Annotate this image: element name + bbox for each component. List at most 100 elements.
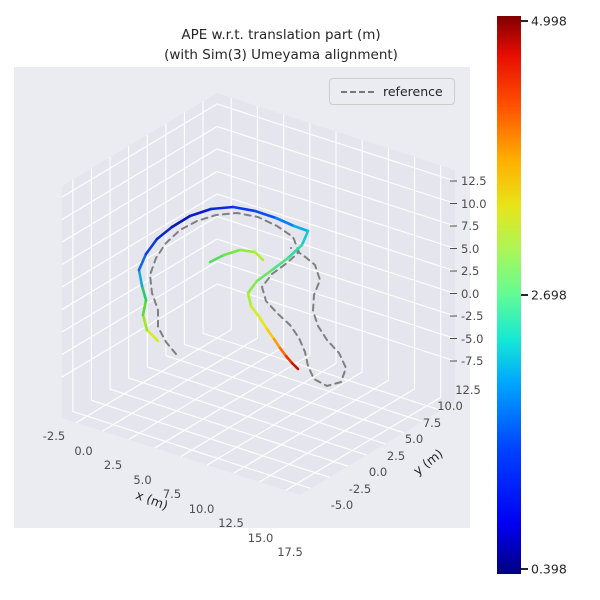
ape-trajectory-segment [137, 268, 144, 288]
z-tick-label: 5.0 [461, 241, 480, 256]
y-tick-label: 12.5 [455, 383, 481, 397]
grid-line [202, 332, 442, 411]
grid-line [72, 410, 312, 490]
ape-trajectory-segment [286, 243, 304, 260]
ape-trajectory-segment [278, 346, 288, 358]
y-tick-label: -5.0 [330, 498, 354, 512]
grid-line [61, 170, 456, 265]
z-tick-label: 0.0 [461, 286, 480, 301]
colorbar-label-max: 4.998 [531, 13, 567, 29]
ape-trajectory-segment [274, 216, 296, 228]
colorbar-label-mid: 2.698 [531, 287, 567, 303]
z-tick-label: -7.5 [461, 354, 484, 368]
ape-trajectory-segment [253, 209, 278, 220]
grid-line [259, 388, 415, 483]
z-tick-label: 2.5 [461, 264, 480, 278]
x-tick-label: 5.0 [133, 472, 152, 487]
grid-line [165, 355, 405, 434]
chart-title-line1: APE w.r.t. translation part (m) [181, 27, 381, 43]
ape-trajectory-segment [292, 224, 310, 233]
y-tick-label: 0.0 [368, 465, 388, 480]
grid-line [61, 125, 456, 220]
ape-trajectory-segment [145, 328, 160, 343]
reference-trajectory [149, 212, 347, 387]
reference-dashed-line-icon [341, 90, 374, 93]
x-tick-label: 15.0 [247, 530, 274, 545]
colorbar-tick-min [521, 568, 528, 570]
y-tick-label: 5.0 [404, 432, 424, 447]
ape-trajectory-segment [246, 291, 253, 308]
y-tick-label: 2.5 [386, 448, 406, 463]
grid-line [75, 329, 232, 424]
x-tick-label: 2.5 [103, 458, 123, 472]
grid-line [206, 371, 363, 466]
ape-trajectory-segment [284, 354, 294, 365]
ape-trajectory-segment [255, 268, 274, 283]
ape-trajectory-segment [246, 279, 259, 295]
grid-line [61, 283, 456, 378]
z-tick-label: 12.5 [461, 174, 487, 188]
legend-label: reference [383, 84, 443, 99]
grid-line [91, 399, 330, 478]
grid-line [147, 366, 386, 445]
ape-trajectory-segment [270, 256, 290, 272]
grid-line [61, 238, 456, 333]
colorbar [497, 16, 521, 574]
grid-line [61, 193, 456, 288]
y-tick-label: 7.5 [422, 415, 442, 430]
legend: reference [329, 78, 455, 105]
grid-line [285, 396, 442, 491]
grid-line [61, 260, 456, 355]
grid-line [61, 103, 456, 198]
z-tick-label: 10.0 [461, 196, 487, 211]
z-tick-label: -2.5 [461, 309, 484, 323]
grid-line [128, 377, 367, 456]
ape-trajectory-segment [141, 313, 149, 332]
x-tick-label: 0.0 [74, 443, 93, 458]
x-tick-label: -2.5 [42, 429, 66, 443]
x-tick-label: 10.0 [188, 501, 215, 516]
ape-trajectory-segment [155, 225, 174, 241]
ape-trajectory-segment [272, 337, 282, 350]
chart-title-line2: (with Sim(3) Umeyama alignment) [164, 46, 398, 63]
ape-trajectory-segment [300, 229, 310, 247]
grid-line [154, 354, 311, 449]
ape-trajectory-segment [222, 248, 242, 257]
ape-trajectory-segment [253, 250, 265, 262]
ape-trajectory-segment [170, 214, 192, 229]
grid-line [102, 337, 258, 432]
ape-trajectory-segment [238, 248, 257, 254]
grid-line [128, 346, 284, 441]
grid-line [61, 148, 456, 243]
grid-line [233, 379, 389, 474]
x-tick-label: 17.5 [277, 545, 303, 559]
colorbar-tick-max [521, 20, 528, 22]
grid-line [180, 363, 337, 457]
ape-trajectory-segment [258, 316, 269, 331]
ape-trajectory-segment [140, 284, 148, 302]
ape-trajectory-segment [141, 298, 148, 317]
grid-line [184, 344, 423, 423]
ape-trajectory-segment [188, 207, 213, 218]
ape-trajectory-segment [208, 253, 226, 264]
ape-trajectory-segment [209, 205, 235, 211]
ape-trajectory-segment [290, 361, 300, 371]
chart-title: APE w.r.t. translation part (m) (with Si… [20, 26, 542, 65]
x-tick-label: 12.5 [218, 516, 244, 530]
colorbar-label-min: 0.398 [531, 561, 567, 577]
colorbar-tick-mid [521, 294, 528, 296]
ape-trajectory-segment [137, 252, 148, 272]
x-tick-label: 7.5 [162, 487, 182, 501]
grid-line [109, 388, 349, 467]
ape-trajectory-segment [144, 237, 159, 256]
ape-trajectory-segment [265, 327, 276, 341]
ape-trajectory-segment [249, 304, 262, 320]
grid-line [61, 215, 456, 310]
z-tick-label: 7.5 [461, 219, 480, 233]
y-tick-label: 10.0 [437, 399, 463, 414]
y-tick-label: -2.5 [348, 481, 372, 496]
ape-trajectory-segment [231, 205, 257, 213]
z-tick-label: -5.0 [461, 331, 484, 346]
